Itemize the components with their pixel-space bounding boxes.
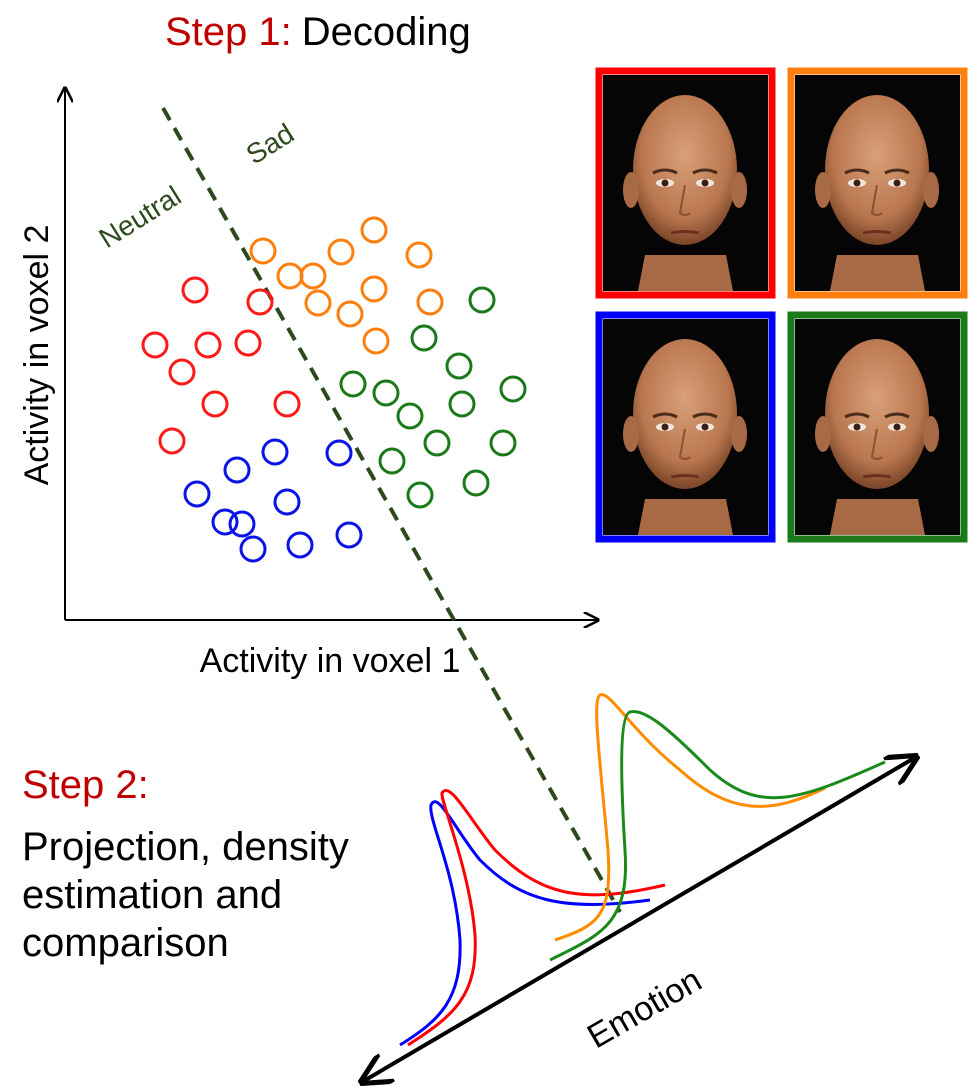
scatter-point — [158, 427, 186, 455]
scatter-point — [234, 329, 262, 357]
x-axis-label: Activity in voxel 1 — [200, 642, 461, 680]
scatter-point — [499, 375, 527, 403]
scatter-point — [416, 288, 444, 316]
scatter-point — [141, 331, 169, 359]
decision-boundary — [161, 107, 622, 913]
scatter-point — [299, 262, 327, 290]
scatter-point — [462, 469, 490, 497]
scatter-point — [360, 216, 388, 244]
scatter-point — [249, 237, 277, 265]
scatter-point — [168, 358, 196, 386]
step2-label: Step 2: — [22, 763, 149, 807]
scatter-point — [336, 300, 364, 328]
face-image — [793, 73, 962, 293]
scatter-point — [405, 241, 433, 269]
face-frame — [595, 67, 776, 299]
scatter-point — [201, 390, 229, 418]
scatter-point — [406, 481, 434, 509]
scatter-point — [327, 238, 355, 266]
scatter-point — [445, 352, 473, 380]
scatter-point — [304, 289, 332, 317]
scatter-point — [489, 429, 517, 457]
face-frame — [595, 311, 776, 543]
scatter-point — [286, 531, 314, 559]
density-curve — [554, 693, 826, 942]
scatter-point — [211, 508, 239, 536]
scatter-point — [362, 327, 390, 355]
density-curve — [407, 789, 666, 1047]
scatter-point — [181, 276, 209, 304]
scatter-point — [378, 447, 406, 475]
scatter-point — [325, 439, 353, 467]
scatter-points — [141, 216, 527, 563]
scatter-point — [239, 535, 267, 563]
face-grid — [595, 67, 968, 543]
step2-line: estimation and — [22, 873, 282, 917]
scatter-point — [396, 402, 424, 430]
step1-label: Step 1: — [165, 10, 292, 54]
neutral-label: Neutral — [93, 180, 186, 254]
y-axis-label: Activity in voxel 2 — [18, 225, 56, 486]
scatter-point — [448, 390, 476, 418]
step1-title: Step 1: Decoding — [165, 10, 471, 54]
scatter-point — [228, 510, 256, 538]
scatter-point — [276, 262, 304, 290]
scatter-point — [372, 379, 400, 407]
scatter-point — [183, 480, 211, 508]
face-image — [601, 317, 770, 537]
scatter-point — [423, 429, 451, 457]
density-curve — [399, 800, 651, 1047]
step2-line: Projection, density — [22, 825, 349, 869]
scatter-point — [339, 370, 367, 398]
face-frame — [787, 311, 968, 543]
density-curve — [549, 710, 886, 962]
step1-text: Decoding — [302, 10, 471, 54]
scatter-point — [194, 331, 222, 359]
emotion-label: Emotion — [581, 961, 708, 1056]
step2-line: comparison — [22, 921, 229, 965]
scatter-point — [360, 275, 388, 303]
density-curves — [399, 693, 886, 1047]
scatter-point — [468, 286, 496, 314]
face-frame — [787, 67, 968, 299]
scatter-point — [261, 438, 289, 466]
scatter-point — [410, 324, 438, 352]
scatter-point — [223, 456, 251, 484]
scatter-point — [273, 488, 301, 516]
emotion-axis — [362, 757, 916, 1082]
face-image — [601, 73, 770, 293]
scatter-point — [246, 288, 274, 316]
sad-label: Sad — [241, 118, 300, 171]
face-image — [793, 317, 962, 537]
scatter-point — [335, 521, 363, 549]
scatter-point — [273, 390, 301, 418]
